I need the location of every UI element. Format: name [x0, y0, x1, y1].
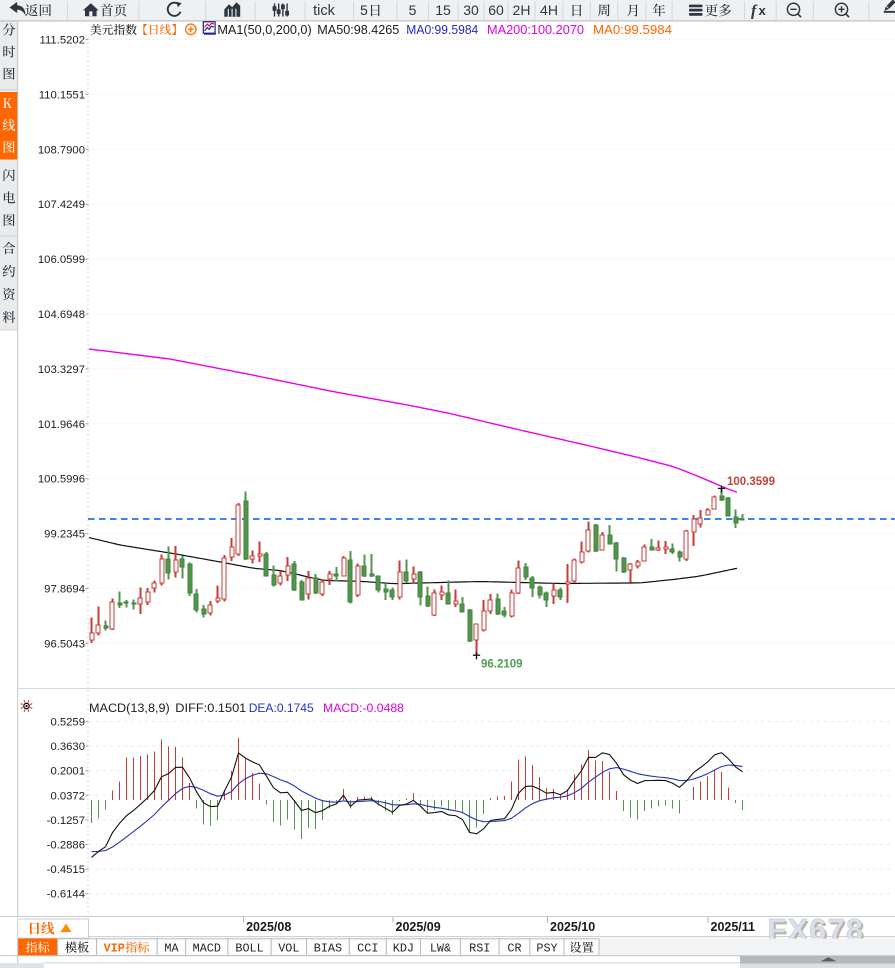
svg-text:MACD: MACD [193, 941, 221, 955]
svg-text:MACD(13,8,9): MACD(13,8,9) [89, 701, 170, 715]
svg-text:-0.2886: -0.2886 [47, 840, 85, 852]
svg-text:110.1551: 110.1551 [39, 89, 85, 101]
svg-text:103.3297: 103.3297 [38, 364, 85, 376]
svg-text:96.2109: 96.2109 [481, 659, 523, 671]
svg-text:PSY: PSY [536, 941, 557, 955]
svg-text:108.7900: 108.7900 [38, 144, 85, 156]
svg-text:0.5259: 0.5259 [50, 716, 85, 728]
svg-text:99.2345: 99.2345 [44, 529, 85, 541]
svg-text:2025/11: 2025/11 [711, 920, 756, 934]
svg-text:60: 60 [488, 2, 504, 18]
svg-text:DIFF:0.1501: DIFF:0.1501 [175, 701, 246, 715]
svg-text:f: f [751, 3, 758, 20]
svg-text:-0.4515: -0.4515 [47, 864, 85, 876]
svg-text:-0.6144: -0.6144 [47, 889, 85, 901]
svg-text:BIAS: BIAS [314, 941, 342, 955]
svg-text:MA0:99.5984: MA0:99.5984 [406, 23, 478, 37]
svg-text:MACD:-0.0488: MACD:-0.0488 [323, 701, 404, 715]
svg-text:107.4249: 107.4249 [38, 199, 85, 211]
svg-text:x: x [759, 3, 767, 18]
svg-text:100.3599: 100.3599 [727, 476, 775, 488]
svg-text:MA50:98.4265: MA50:98.4265 [317, 23, 399, 37]
svg-text:0.0372: 0.0372 [50, 790, 85, 802]
svg-text:-0.1257: -0.1257 [47, 815, 85, 827]
svg-text:97.8694: 97.8694 [44, 584, 85, 596]
svg-text:LW&: LW& [430, 941, 451, 955]
svg-text:DEA:0.1745: DEA:0.1745 [249, 701, 314, 715]
svg-text:100.5996: 100.5996 [38, 474, 85, 486]
svg-text:101.9646: 101.9646 [38, 419, 85, 431]
svg-text:0.2001: 0.2001 [50, 766, 85, 778]
svg-text:15: 15 [435, 2, 451, 18]
svg-text:4H: 4H [540, 2, 558, 18]
svg-text:0.3630: 0.3630 [50, 741, 85, 753]
svg-text:VIP: VIP [104, 941, 125, 955]
svg-text:106.0599: 106.0599 [38, 254, 85, 266]
svg-text:CCI: CCI [357, 941, 378, 955]
svg-text:2025/10: 2025/10 [550, 920, 595, 934]
svg-text:RSI: RSI [469, 941, 490, 955]
svg-text:KDJ: KDJ [393, 941, 414, 955]
svg-text:96.5043: 96.5043 [44, 638, 85, 650]
svg-text:2025/09: 2025/09 [396, 920, 441, 934]
svg-text:MA0:99.5984: MA0:99.5984 [593, 23, 672, 37]
svg-text:5: 5 [360, 2, 368, 18]
svg-text:111.5202: 111.5202 [40, 35, 85, 47]
svg-text:30: 30 [463, 2, 479, 18]
svg-text:MA1(50,0,200,0): MA1(50,0,200,0) [217, 23, 311, 37]
svg-text:MA200:100.2070: MA200:100.2070 [487, 23, 584, 37]
svg-text:2H: 2H [513, 2, 531, 18]
svg-text:CR: CR [507, 941, 521, 955]
svg-text:MA: MA [164, 941, 179, 955]
svg-text:BOLL: BOLL [235, 941, 263, 955]
svg-text:104.6948: 104.6948 [38, 309, 85, 321]
svg-text:2025/08: 2025/08 [246, 920, 291, 934]
svg-text:5: 5 [409, 2, 417, 18]
svg-text:tick: tick [313, 3, 336, 19]
svg-text:VOL: VOL [278, 941, 299, 955]
